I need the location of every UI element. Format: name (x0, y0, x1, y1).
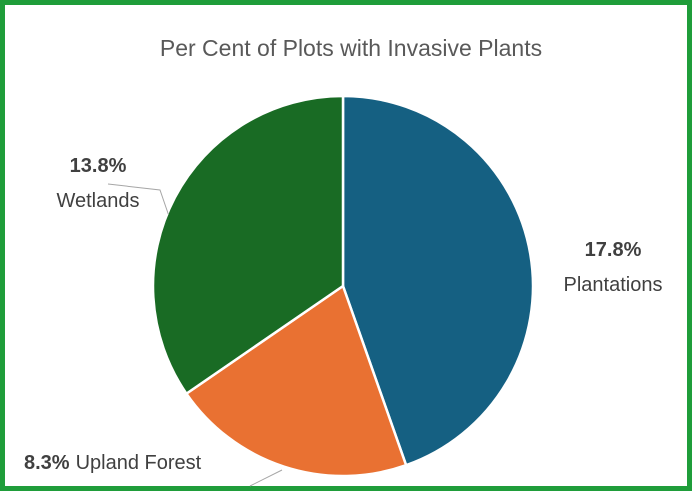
chart-title: Per Cent of Plots with Invasive Plants (159, 35, 543, 61)
label-upland-forest-name: Upland Forest (76, 452, 202, 474)
slice-upland-forest (185, 284, 408, 478)
leader-line-upland-forest (249, 469, 283, 487)
label-wetlands-value: 13.8% (70, 155, 127, 177)
label-plantations-value: 17.8% (585, 239, 642, 261)
label-upland-forest-value: 8.3% (24, 452, 70, 474)
slice-wetlands (151, 94, 345, 395)
leader-line-wetlands (107, 183, 169, 215)
label-wetlands-name: Wetlands (56, 190, 139, 212)
label-upland-forest: 8.3% Upland Forest (24, 452, 202, 474)
slice-plantations (341, 94, 535, 467)
label-plantations-name: Plantations (564, 274, 663, 296)
